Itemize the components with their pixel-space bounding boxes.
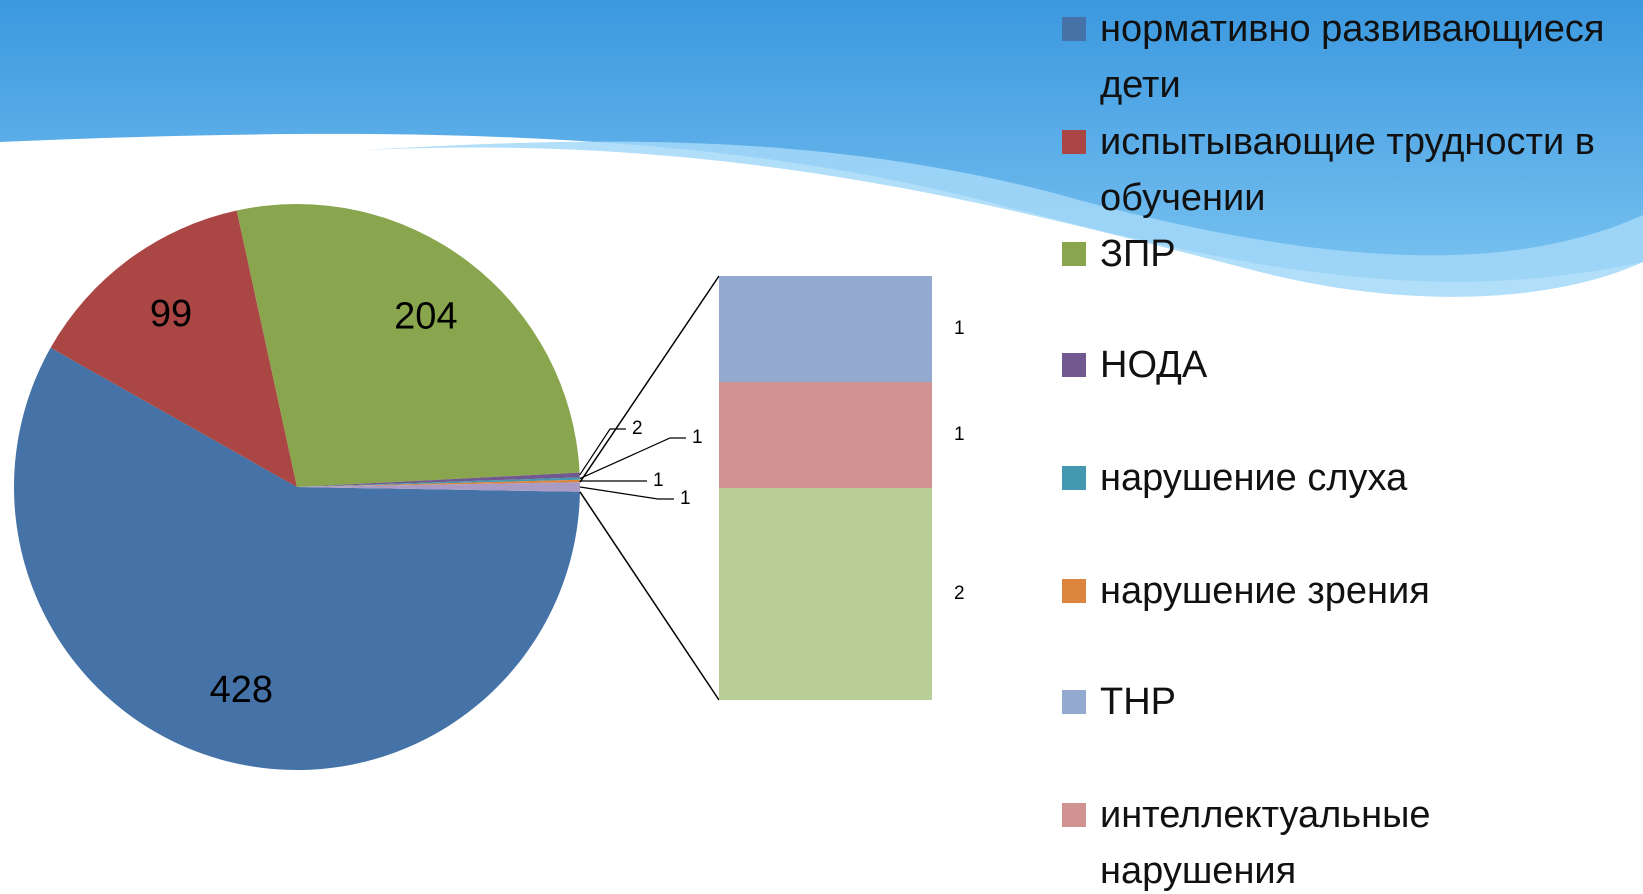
legend-swatch xyxy=(1062,803,1086,827)
legend-swatch xyxy=(1062,466,1086,490)
legend-item: испытывающие трудности в обучении xyxy=(1062,114,1637,226)
data-label: 1 xyxy=(680,488,691,509)
legend-label: интеллектуальные нарушения xyxy=(1100,787,1637,894)
legend-label: нормативно развивающиеся дети xyxy=(1100,1,1637,113)
data-label: 1 xyxy=(954,424,965,445)
legend-swatch xyxy=(1062,242,1086,266)
legend-label: испытывающие трудности в обучении xyxy=(1100,114,1637,226)
legend-swatch xyxy=(1062,579,1086,603)
legend-item: нарушение слуха xyxy=(1062,450,1637,506)
data-label: 1 xyxy=(692,427,703,448)
legend-swatch xyxy=(1062,353,1086,377)
data-label: 2 xyxy=(954,583,965,604)
bar-segment xyxy=(719,488,932,700)
legend-item: ТНР xyxy=(1062,674,1637,730)
legend-swatch xyxy=(1062,690,1086,714)
data-label: 1 xyxy=(954,318,965,339)
data-label: 99 xyxy=(150,293,192,335)
slide: 428992042111211 нормативно развивающиеся… xyxy=(0,0,1643,894)
legend-label: ЗПР xyxy=(1100,226,1637,282)
legend-label: нарушение слуха xyxy=(1100,450,1637,506)
data-label: 1 xyxy=(653,470,664,491)
legend-label: нарушение зрения xyxy=(1100,563,1637,619)
legend-label: ТНР xyxy=(1100,674,1637,730)
bar-segment xyxy=(719,382,932,488)
legend-item: нарушение зрения xyxy=(1062,563,1637,619)
legend-item: нормативно развивающиеся дети xyxy=(1062,1,1637,113)
data-label: 2 xyxy=(632,418,643,439)
legend-item: ЗПР xyxy=(1062,226,1637,282)
legend-swatch xyxy=(1062,17,1086,41)
legend-swatch xyxy=(1062,130,1086,154)
legend-item: интеллектуальные нарушения xyxy=(1062,787,1637,894)
legend-item: НОДА xyxy=(1062,337,1637,393)
data-label: 428 xyxy=(210,669,273,711)
bar-segment xyxy=(719,276,932,382)
data-label: 204 xyxy=(394,295,457,337)
legend-label: НОДА xyxy=(1100,337,1637,393)
